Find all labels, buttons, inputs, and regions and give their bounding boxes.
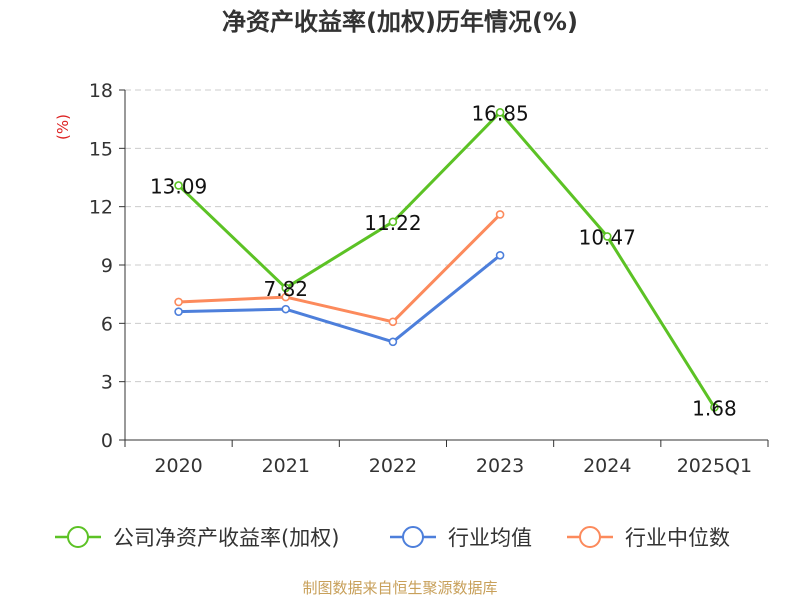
- series-line-2: [177, 212, 502, 324]
- legend-label: 行业中位数: [625, 526, 730, 550]
- data-point: [388, 337, 398, 347]
- data-label: 1.68: [692, 396, 737, 420]
- data-label: 10.47: [579, 225, 636, 249]
- y-tick-label: 3: [101, 372, 113, 394]
- y-tick-label: 12: [89, 197, 113, 219]
- x-tick-label: 2024: [583, 455, 631, 477]
- data-label: 16.85: [471, 101, 528, 125]
- data-point: [281, 283, 291, 293]
- x-tick-label: 2023: [476, 455, 524, 477]
- data-point: [281, 292, 291, 302]
- series-line-1: [177, 253, 502, 344]
- legend-label: 行业均值: [448, 526, 532, 550]
- legend-marker: [402, 526, 424, 548]
- chart-title: 净资产收益率(加权)历年情况(%): [222, 8, 578, 36]
- x-tick-label: 2025Q1: [677, 455, 752, 477]
- series-layer: [174, 108, 719, 412]
- data-point: [174, 297, 183, 307]
- legend: 公司净资产收益率(加权) 行业均值 行业中位数: [55, 526, 730, 550]
- data-point: [495, 210, 505, 219]
- y-tick-label: 15: [89, 138, 113, 160]
- data-label: 7.82: [263, 277, 308, 301]
- data-label: 13.09: [150, 174, 207, 198]
- legend-item-2[interactable]: 行业中位数: [567, 526, 730, 550]
- data-point: [602, 232, 612, 241]
- data-point: [495, 250, 505, 260]
- data-point: [495, 108, 505, 117]
- data-point: [174, 181, 183, 190]
- data-point: [388, 217, 398, 227]
- legend-label: 公司净资产收益率(加权): [113, 526, 339, 550]
- series-line-0: [177, 110, 716, 409]
- data-point: [281, 304, 291, 314]
- x-tick-label: 2021: [262, 455, 310, 477]
- data-point: [388, 317, 398, 327]
- data-label-layer: 13.09 7.82 11.22 16.85 10.47 1.68: [150, 101, 737, 420]
- legend-item-1[interactable]: 行业均值: [390, 526, 532, 550]
- x-tick-label: 2020: [154, 455, 202, 477]
- y-axis-title: (%): [54, 114, 72, 140]
- legend-marker: [579, 526, 601, 548]
- source-note: 制图数据来自恒生聚源数据库: [302, 579, 498, 597]
- data-label: 11.22: [364, 211, 421, 235]
- legend-item-0[interactable]: 公司净资产收益率(加权): [55, 526, 339, 550]
- legend-marker: [67, 526, 89, 548]
- axis-layer: 0 3 6 9 12 15 18 2020 2021 2022 2023 2024 2025Q1: [89, 80, 769, 477]
- y-tick-label: 9: [101, 255, 113, 277]
- y-tick-label: 6: [101, 313, 113, 335]
- y-tick-label: 18: [89, 80, 113, 102]
- data-point: [710, 403, 719, 412]
- x-tick-label: 2022: [369, 455, 417, 477]
- y-tick-label: 0: [101, 430, 113, 452]
- data-point: [174, 307, 183, 316]
